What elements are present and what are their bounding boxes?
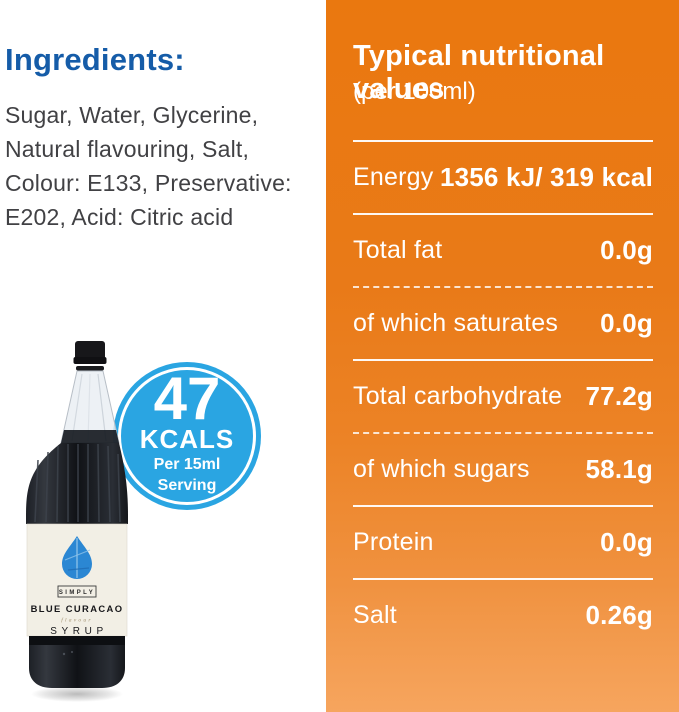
bottle-shoulder [26, 443, 128, 524]
table-divider [353, 140, 653, 142]
table-row-sugars: of which sugars 58.1g [353, 434, 653, 505]
row-label: of which sugars [353, 455, 530, 483]
kcal-badge: 47 KCALS Per 15ml Serving [113, 362, 261, 510]
table-divider [353, 578, 653, 580]
table-divider-dashed [353, 432, 653, 434]
table-row-saturates: of which saturates 0.0g [353, 288, 653, 359]
row-value: 58.1g [585, 454, 653, 484]
bottle-neck-liquid [61, 430, 119, 443]
badge-ring [118, 367, 256, 505]
brand-text: SIMPLY [59, 590, 95, 596]
ingredients-text: Sugar, Water, Glycerine, Natural flavour… [5, 102, 292, 230]
row-label: Total carbohydrate [353, 382, 563, 410]
row-label: of which saturates [353, 309, 559, 337]
bottle-cap-lip [73, 357, 107, 364]
row-label: Energy [353, 163, 434, 191]
table-row-energy: Energy 1356 kJ/ 319 kcal [353, 142, 653, 213]
bottle-base-lip [29, 636, 125, 645]
bottle-shadow [31, 686, 123, 702]
flavour-word-text: flavour [61, 617, 93, 624]
flavour-name-text: BLUE CURACAO [31, 603, 124, 614]
row-value: 0.26g [585, 600, 653, 630]
ingredients-heading: Ingredients: [5, 42, 185, 77]
brand-box [57, 585, 97, 598]
nutrition-title: Typical nutritional values [353, 40, 605, 105]
bottle-cap [75, 341, 105, 361]
bottle-tamper-ring [76, 366, 104, 371]
product-type-text: SYRUP [50, 626, 107, 637]
row-value: 0.0g [600, 235, 653, 265]
water-drop-icon [62, 536, 92, 579]
row-label: Total fat [353, 236, 443, 264]
bottle-base [29, 636, 125, 688]
table-row-protein: Protein 0.0g [353, 507, 653, 578]
nutrition-table: Energy 1356 kJ/ 319 kcal Total fat 0.0g … [353, 140, 653, 651]
syrup-bottle-image: SIMPLY BLUE CURACAO flavour SYRUP [26, 341, 128, 702]
nutrition-panel: Typical nutritional values (per 100ml) E… [326, 0, 679, 712]
row-value: 0.0g [600, 308, 653, 338]
table-divider [353, 505, 653, 507]
table-row-carbohydrate: Total carbohydrate 77.2g [353, 361, 653, 432]
table-row-total-fat: Total fat 0.0g [353, 215, 653, 286]
row-value: 77.2g [585, 381, 653, 411]
table-divider [353, 213, 653, 215]
table-divider [353, 359, 653, 361]
row-label: Protein [353, 528, 434, 556]
table-row-salt: Salt 0.26g [353, 580, 653, 651]
nutrition-subtitle: (per 100ml) [353, 78, 476, 105]
table-divider-dashed [353, 286, 653, 288]
row-value: 0.0g [600, 527, 653, 557]
row-value: 1356 kJ/ 319 kcal [439, 162, 653, 192]
row-label: Salt [353, 601, 397, 629]
